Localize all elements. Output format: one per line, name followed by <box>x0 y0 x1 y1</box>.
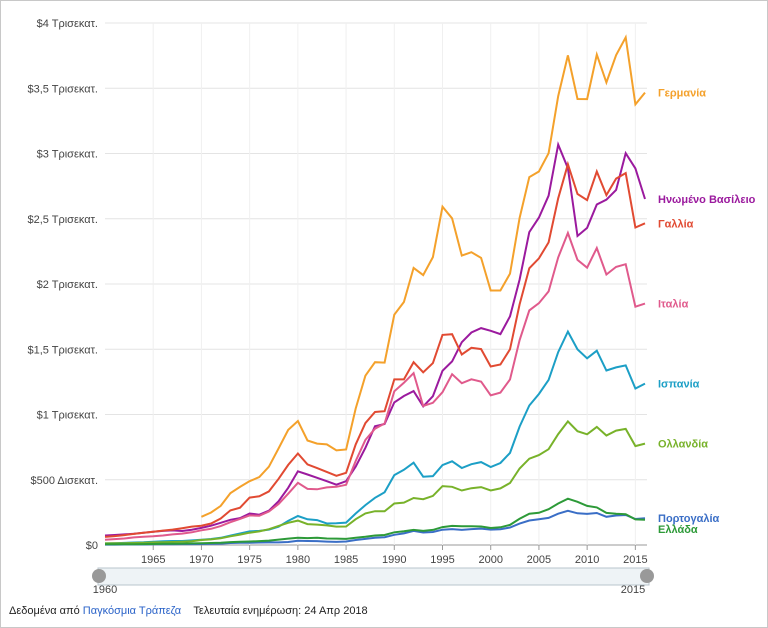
y-tick-label: $500 Δισεκατ. <box>30 475 98 487</box>
y-tick-label: $0 <box>86 540 98 552</box>
x-tick-label: 1995 <box>430 554 454 566</box>
series-label: Γερμανία <box>658 88 706 100</box>
timeline-handle[interactable] <box>640 569 654 583</box>
series-line <box>200 34 646 518</box>
x-tick-label: 2010 <box>575 554 599 566</box>
y-tick-label: $2 Τρισεκατ. <box>37 279 98 291</box>
y-tick-label: $1,5 Τρισεκατ. <box>27 344 98 356</box>
x-tick-label: 1990 <box>382 554 406 566</box>
series-label: Ιταλία <box>658 299 689 311</box>
chart: $0 $500 Δισεκατ. $1 Τρισεκατ. $1,5 Τρισεκατ… <box>27 18 756 596</box>
series-label: Ηνωμένο Βασίλειο <box>658 194 756 206</box>
series-line <box>104 419 646 545</box>
x-tick-label: 2015 <box>623 554 647 566</box>
source-link[interactable]: Παγκόσμια Τράπεζα <box>82 605 182 617</box>
footer: Δεδομένα από Παγκόσμια Τράπεζα Τελευταία… <box>9 605 368 617</box>
timeline-end: 2015 <box>621 584 645 596</box>
x-tick-label: 2005 <box>527 554 551 566</box>
x-tick-label: 1965 <box>141 554 165 566</box>
series-label: Γαλλία <box>658 218 694 230</box>
series-label: Ελλάδα <box>658 524 698 536</box>
x-tick-label: 2000 <box>478 554 502 566</box>
x-tick-label: 1985 <box>334 554 358 566</box>
y-tick-label: $3,5 Τρισεκατ. <box>27 83 98 95</box>
y-tick-label: $2,5 Τρισεκατ. <box>27 214 98 226</box>
series-line <box>105 497 646 546</box>
timeline-track[interactable] <box>97 567 650 586</box>
timeline-start: 1960 <box>93 584 117 596</box>
timeline-handle[interactable] <box>92 569 106 583</box>
updated: Τελευταία ενημέρωση: 24 Απρ 2018 <box>193 605 368 617</box>
series-line <box>104 141 646 537</box>
y-tick-label: $3 Τρισεκατ. <box>37 149 98 161</box>
series-line <box>104 160 646 538</box>
series-label: Ισπανία <box>658 379 700 391</box>
source-prefix: Δεδομένα από <box>9 605 80 617</box>
series-label: Πορτογαλία <box>658 513 720 525</box>
x-tick-label: 1980 <box>286 554 310 566</box>
series-label: Ολλανδία <box>658 439 708 451</box>
series-line <box>104 230 646 541</box>
x-tick-label: 1970 <box>189 554 213 566</box>
y-tick-label: $4 Τρισεκατ. <box>37 18 98 30</box>
x-tick-label: 1975 <box>237 554 261 566</box>
y-tick-label: $1 Τρισεκατ. <box>37 410 98 422</box>
